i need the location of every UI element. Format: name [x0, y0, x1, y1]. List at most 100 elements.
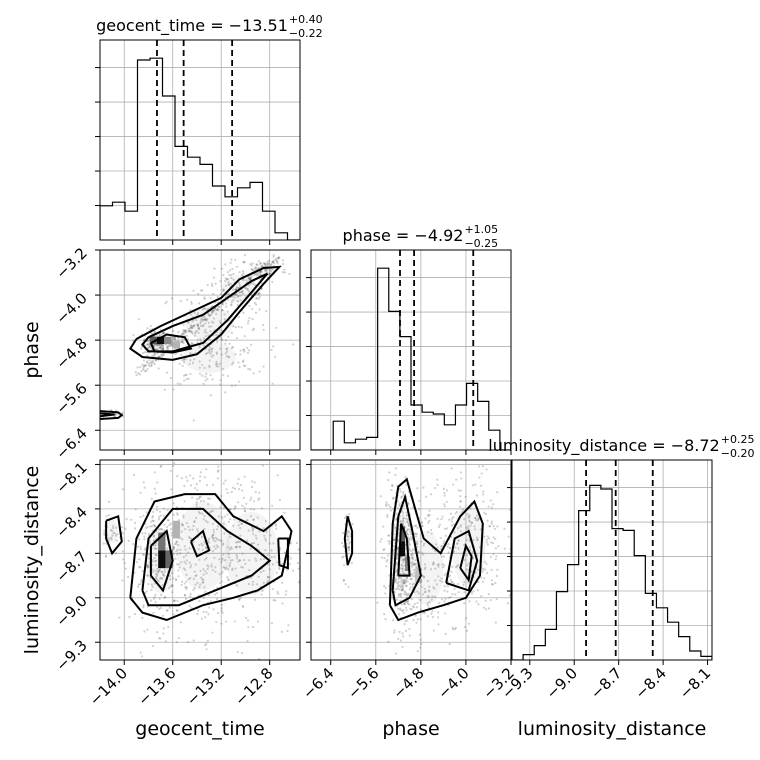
sample-point	[213, 307, 216, 310]
sample-point	[257, 267, 260, 270]
sample-point	[406, 594, 410, 597]
sample-point	[450, 524, 453, 527]
sample-point	[179, 561, 183, 564]
sample-point	[483, 568, 487, 571]
sample-point	[199, 495, 202, 498]
sample-point	[270, 270, 273, 273]
sample-point	[150, 497, 153, 500]
sample-point	[469, 524, 472, 527]
sample-point	[437, 601, 441, 605]
sample-point	[197, 327, 200, 330]
sample-point	[242, 260, 245, 264]
sample-point	[224, 479, 227, 482]
sample-point	[204, 519, 208, 523]
sample-point	[264, 269, 267, 273]
sample-point	[145, 590, 148, 593]
hist-panel-phase: phase = −4.92 +1.05−0.25	[306, 223, 512, 455]
sample-point	[104, 555, 108, 558]
sample-point	[212, 309, 215, 312]
sample-point	[110, 538, 113, 541]
sample-point	[170, 531, 173, 534]
sample-point	[481, 570, 484, 573]
sample-point	[165, 547, 168, 550]
sample-point	[407, 524, 410, 527]
sample-point	[145, 343, 148, 346]
sample-point	[237, 315, 240, 318]
sample-point	[189, 592, 192, 595]
sample-point	[112, 526, 115, 530]
sample-point	[443, 540, 446, 543]
sample-point	[424, 517, 427, 520]
sample-point	[217, 465, 220, 468]
sample-point	[192, 524, 195, 528]
sample-point	[114, 412, 117, 416]
sample-point	[190, 302, 193, 305]
sample-point	[414, 524, 418, 527]
sample-point	[227, 578, 230, 581]
sample-point	[167, 344, 170, 348]
sample-point	[401, 645, 404, 649]
sample-point	[170, 488, 173, 491]
sample-point	[271, 382, 274, 385]
sample-point	[161, 355, 164, 358]
sample-point	[229, 559, 232, 562]
sample-point	[433, 587, 436, 590]
sample-point	[219, 280, 222, 283]
sample-point	[468, 519, 471, 522]
sample-point	[194, 583, 197, 586]
sample-point	[387, 478, 390, 482]
sample-point	[211, 310, 214, 313]
sample-point	[216, 545, 219, 549]
sample-point	[405, 532, 409, 535]
sample-point	[250, 485, 254, 489]
sample-point	[210, 563, 213, 566]
frame-phase	[310, 249, 512, 451]
sample-point	[419, 618, 422, 621]
sample-point	[251, 583, 254, 586]
sample-point	[227, 335, 230, 338]
sample-point	[210, 283, 214, 286]
xtick-label-phase-0: −6.4	[299, 664, 337, 702]
sample-point	[480, 595, 483, 598]
sample-point	[163, 568, 166, 571]
sample-point	[485, 538, 489, 541]
sample-point	[221, 557, 224, 560]
sample-point	[241, 289, 244, 292]
sample-point	[220, 267, 224, 270]
sample-point	[151, 568, 155, 571]
sample-point	[411, 583, 414, 586]
sample-point	[146, 361, 149, 364]
sample-point	[202, 344, 205, 347]
sample-point	[463, 591, 466, 594]
sample-point	[172, 464, 175, 467]
sample-point	[435, 583, 439, 586]
sample-point	[196, 313, 199, 316]
sample-point	[214, 547, 217, 550]
sample-point	[397, 577, 401, 580]
sample-point	[495, 597, 498, 601]
sample-point	[224, 342, 227, 345]
sample-point	[269, 534, 272, 537]
sample-point	[407, 502, 410, 505]
sample-point	[232, 325, 235, 328]
sample-point	[468, 514, 471, 517]
sample-point	[223, 318, 227, 321]
sample-point	[183, 330, 186, 333]
sample-point	[259, 270, 262, 274]
sample-point	[216, 307, 219, 310]
sample-point	[261, 589, 264, 592]
sample-point	[176, 475, 179, 478]
sample-point	[409, 530, 412, 534]
sample-point	[274, 259, 277, 262]
sample-point	[399, 608, 402, 612]
sample-point	[162, 574, 165, 577]
sample-point	[244, 510, 247, 513]
sample-point	[440, 577, 443, 580]
sample-point	[486, 519, 489, 522]
sample-point	[191, 496, 194, 499]
sample-point	[405, 593, 408, 597]
sample-point	[262, 557, 266, 561]
sample-point	[414, 524, 417, 527]
sample-point	[215, 333, 218, 336]
sample-point	[208, 359, 211, 362]
